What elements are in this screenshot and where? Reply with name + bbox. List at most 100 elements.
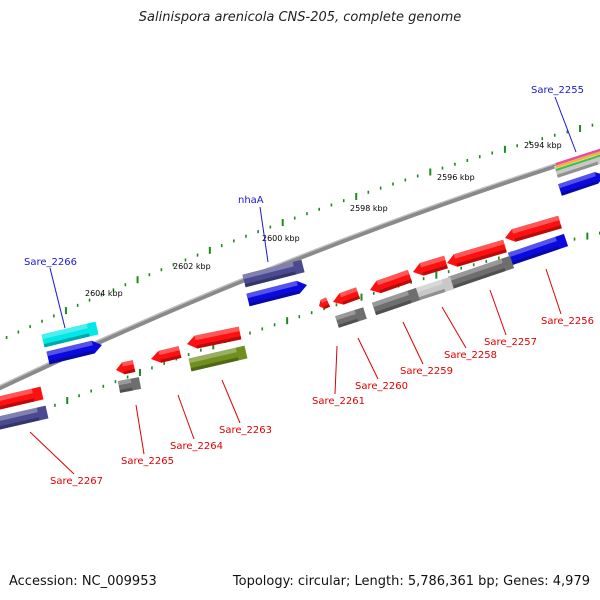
tick-minor — [516, 144, 519, 148]
tick-label: 2604 kbp — [85, 289, 123, 298]
plus-gene-label: Sare_2266 — [24, 257, 77, 268]
gene-lightgray-2258-body — [415, 276, 455, 301]
tick-minor — [591, 123, 594, 127]
gene-olive-2263 — [188, 345, 248, 372]
gene-nhaA-shine — [242, 261, 294, 280]
tick-label: 2600 kbp — [262, 234, 300, 243]
gene-gray-2260-shine — [335, 310, 356, 321]
gene-gray-2259-shadow — [375, 299, 412, 316]
tick-minor — [342, 199, 345, 203]
gene-gray-2260-shadow — [337, 318, 359, 328]
gene-blue-3 — [46, 340, 103, 365]
tick-minor — [41, 319, 43, 323]
gene-blue-3-shadow — [48, 350, 95, 365]
tick-minor — [151, 366, 153, 370]
gene-red-2265-shadow — [123, 368, 136, 375]
tick-minor — [541, 137, 544, 141]
minus-gene-label: Sare_2259 — [400, 366, 453, 377]
tick-minor — [306, 212, 308, 216]
gene-red-2261 — [319, 297, 331, 309]
tick-minor — [298, 315, 301, 319]
gene-cyan-shadow — [43, 333, 90, 348]
gene-lightgray-2258-shine — [415, 279, 443, 293]
gene-blue-3-shine — [46, 340, 93, 357]
gene-red-2261-shine — [320, 297, 328, 304]
minus-gene-label: Sare_2267 — [50, 476, 103, 487]
tick-minor — [491, 151, 494, 155]
gene-gray-2259 — [371, 287, 421, 316]
tick-minor — [163, 361, 165, 365]
genome-stats-text: Topology: circular; Length: 5,786,361 bp… — [232, 574, 590, 589]
gene-blue-shadow — [560, 180, 599, 196]
tick-minor — [78, 394, 80, 398]
tick-minor — [184, 258, 187, 262]
tick-minor — [498, 256, 500, 260]
gene-red-2264 — [151, 346, 182, 363]
gene-blue-2-shadow — [248, 290, 300, 307]
gene-red-2260-shadow — [342, 295, 361, 305]
tick-minor — [172, 263, 175, 267]
map-title: Salinispora arenicola CNS-205, complete … — [138, 10, 462, 25]
tick-minor — [196, 253, 199, 257]
gene-red-2267-shadow — [0, 398, 35, 411]
minus-label-leader — [334, 345, 338, 395]
gene-red-2257 — [447, 239, 507, 267]
tick-minor — [17, 330, 20, 334]
tick-minor — [318, 207, 320, 211]
tick-minor — [454, 162, 456, 166]
tick-minor — [160, 268, 163, 272]
gene-red-2267 — [0, 386, 44, 411]
tick-label: 2594 kbp — [524, 141, 562, 150]
tick-major — [66, 397, 69, 405]
gene-red-2258-shadow — [422, 265, 448, 276]
gene-gray-2259-shine — [371, 290, 409, 308]
gene-red-2264-shadow — [160, 354, 182, 363]
gene-red-2263-shadow — [196, 336, 242, 349]
tick-minor — [416, 174, 419, 178]
gene-gray-2265-shadow — [119, 387, 133, 393]
outer-tick-track — [5, 123, 594, 340]
gene-lightgray-2258 — [415, 276, 455, 301]
tick-major — [586, 232, 589, 240]
tick-minor — [269, 225, 272, 229]
plus-label-leader — [259, 206, 269, 263]
accession-text: Accession: NC_009953 — [9, 574, 157, 589]
tick-major — [579, 124, 582, 132]
tick-label: 2596 kbp — [437, 173, 475, 182]
tick-major — [281, 219, 284, 227]
gene-red-2259 — [370, 269, 413, 294]
gene-olive-2263-shadow — [190, 357, 239, 372]
gene-red-2263 — [187, 326, 242, 349]
gene-cyan — [41, 321, 99, 348]
tick-major — [136, 276, 139, 284]
gene-gray-2260 — [335, 307, 367, 328]
gene-gray-2257 — [447, 255, 515, 290]
gene-stripe-pink — [555, 148, 600, 165]
tick-minor — [148, 273, 151, 277]
gene-blue-shine — [558, 172, 596, 189]
gene-blue-2-shine — [246, 280, 298, 299]
tick-major — [503, 145, 506, 153]
tick-label: 2598 kbp — [350, 204, 388, 213]
tick-minor — [5, 336, 8, 340]
gene-red-2265 — [116, 360, 136, 375]
tick-major — [212, 342, 215, 350]
tick-minor — [100, 293, 103, 297]
tick-minor — [257, 230, 259, 234]
minus-label-leader — [135, 404, 145, 455]
tick-minor — [566, 130, 569, 134]
tick-minor — [54, 403, 56, 407]
tick-major — [286, 317, 289, 325]
gene-red-2259-shine — [376, 269, 410, 286]
gene-gray-2260-body — [335, 307, 367, 328]
tick-minor — [466, 158, 469, 162]
tick-minor — [76, 303, 79, 307]
tick-minor — [293, 216, 296, 220]
gene-red-2263-shine — [194, 326, 240, 341]
gene-red-2256-shadow — [514, 225, 562, 242]
gene-blue-2256-shine — [507, 236, 557, 258]
tick-minor — [114, 380, 117, 384]
minus-label-leader — [402, 321, 424, 365]
minus-label-leader — [357, 337, 379, 380]
gene-blue — [558, 172, 600, 196]
